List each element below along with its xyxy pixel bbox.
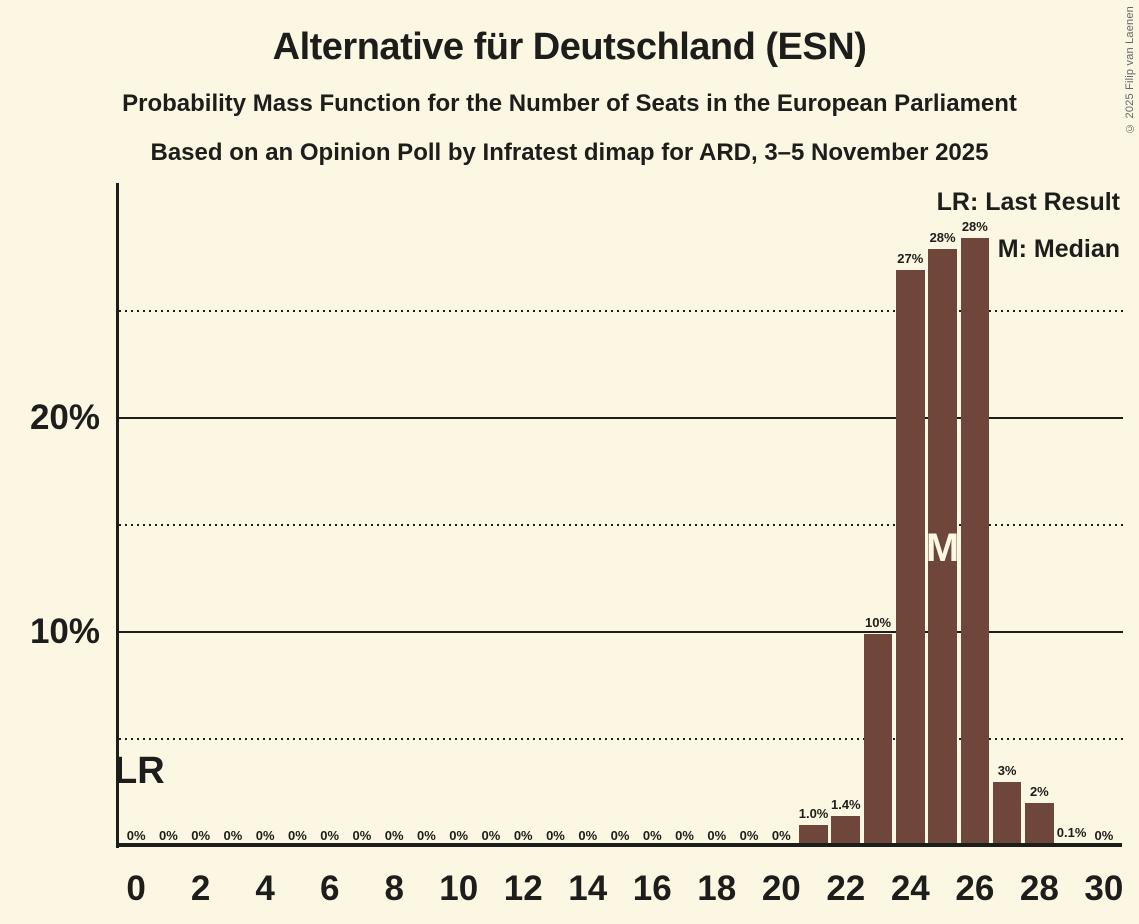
legend-last-result: LR: Last Result (936, 188, 1120, 216)
bar-label-seat-25: 28% (929, 229, 956, 245)
bar-label-seat-24: 27% (897, 251, 924, 267)
page-title: Alternative für Deutschland (ESN) (272, 26, 867, 68)
x-tick-10: 10 (439, 869, 479, 908)
chart-subtitle-2: Based on an Opinion Poll by Infratest di… (150, 139, 989, 166)
x-tick-14: 14 (568, 869, 608, 908)
bar-seat-21 (799, 824, 828, 846)
bar-seat-25 (928, 248, 957, 846)
chart-subtitle-1: Probability Mass Function for the Number… (122, 90, 1017, 117)
x-tick-0: 0 (126, 869, 146, 908)
x-tick-30: 30 (1084, 869, 1124, 908)
bar-seat-24 (895, 270, 925, 846)
x-tick-18: 18 (697, 869, 737, 908)
bar-label-seat-22: 1.4% (830, 797, 861, 813)
bar-label-seat-19: 0% (739, 828, 759, 843)
bar-label-seat-29: 0.1% (1056, 824, 1087, 840)
bar-label-seat-17: 0% (675, 828, 694, 843)
bar-seat-23 (863, 634, 893, 846)
bar-seat-22 (831, 816, 861, 846)
bar-label-seat-28: 2% (1029, 784, 1049, 800)
x-axis-line (116, 843, 1122, 847)
median-marker: M (925, 526, 960, 571)
bar-label-seat-12: 0% (513, 828, 533, 843)
gridline-solid-10pct (119, 631, 1123, 633)
x-tick-26: 26 (955, 869, 995, 908)
bar-label-seat-21: 1.0% (798, 805, 829, 821)
bar-label-seat-2: 0% (191, 828, 211, 843)
y-tick-20%: 20% (29, 398, 100, 437)
bar-label-seat-20: 0% (771, 828, 791, 843)
bar-label-seat-9: 0% (417, 828, 436, 843)
bar-label-seat-8: 0% (384, 828, 404, 843)
bar-seat-28 (1025, 803, 1054, 846)
x-tick-24: 24 (890, 869, 930, 908)
x-tick-6: 6 (319, 869, 340, 908)
bar-label-seat-23: 10% (865, 615, 892, 631)
bar-label-seat-7: 0% (352, 828, 372, 843)
gridline-dotted-25pct (119, 310, 1123, 312)
gridline-solid-20pct (119, 417, 1123, 419)
bar-label-seat-4: 0% (255, 828, 275, 843)
bar-label-seat-18: 0% (707, 828, 727, 843)
bar-label-seat-3: 0% (223, 828, 243, 843)
x-tick-20: 20 (761, 869, 801, 908)
bar-label-seat-30: 0% (1094, 828, 1114, 843)
bar-label-seat-15: 0% (610, 828, 630, 843)
bar-label-seat-6: 0% (320, 828, 340, 843)
plot-area: 0% 0% 0% 0% 0% 0% 0% 0% 0% 0% 0% 0% 0% 0% 0% 0% 0% 0% 0% 0%… (116, 183, 1123, 848)
x-tick-12: 12 (503, 869, 543, 908)
legend-median: M: Median (997, 235, 1120, 263)
bar-label-seat-0: 0% (126, 828, 146, 843)
last-result-marker-label: LR (114, 750, 165, 792)
x-tick-4: 4 (255, 869, 275, 908)
bar-label-seat-13: 0% (546, 828, 565, 843)
gridline-dotted-15pct (119, 524, 1123, 526)
bar-label-seat-16: 0% (642, 828, 662, 843)
bar-label-seat-27: 3% (997, 762, 1017, 778)
bar-seat-27 (992, 781, 1022, 846)
x-tick-2: 2 (190, 869, 211, 908)
bar-label-seat-5: 0% (288, 828, 307, 843)
bar-label-seat-11: 0% (481, 828, 501, 843)
x-tick-16: 16 (632, 869, 672, 908)
bar-label-seat-1: 0% (158, 828, 178, 843)
bar-label-seat-10: 0% (449, 828, 469, 843)
bar-label-seat-26: 28% (961, 219, 988, 235)
y-tick-10%: 10% (29, 612, 100, 651)
gridline-dotted-5pct (119, 738, 1123, 740)
x-tick-8: 8 (384, 869, 404, 908)
bar-seat-26 (960, 238, 990, 846)
x-tick-22: 22 (826, 869, 866, 908)
y-axis-line (116, 183, 119, 848)
bar-label-seat-14: 0% (578, 828, 598, 843)
x-tick-28: 28 (1019, 869, 1059, 908)
